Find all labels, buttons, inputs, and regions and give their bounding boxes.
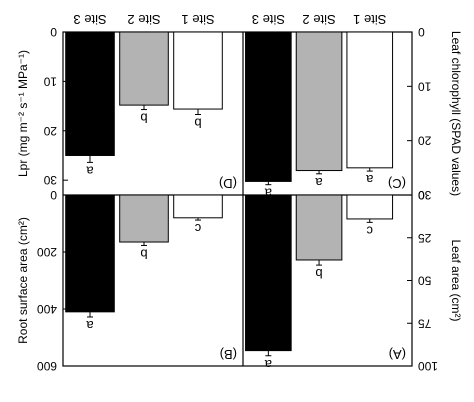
significance-letter: b	[140, 246, 147, 261]
significance-letter: a	[264, 357, 272, 372]
bar-2	[295, 194, 343, 261]
panel-b: (B) 0 200 400 600 Root surface area (cm²) c b a	[16, 188, 237, 373]
panel-label: (C)	[388, 176, 406, 191]
y-axis-label: Root surface area (cm²)	[16, 217, 30, 344]
y-tick-label: 30	[418, 188, 432, 202]
bar-1	[173, 194, 223, 219]
panel-label: (B)	[220, 347, 237, 362]
y-tick-label: 75	[418, 316, 432, 330]
bar-1	[173, 31, 223, 110]
significance-letter: b	[140, 111, 147, 126]
y-axis-label: Leaf area (cm²)	[449, 239, 463, 321]
bar-3	[65, 31, 115, 156]
y-axis-label: Lpr (mg m⁻² s⁻¹ MPa⁻¹)	[16, 50, 30, 177]
category-label: Site 1	[181, 12, 214, 27]
significance-letter: a	[264, 186, 272, 201]
y-tick-label: 50	[418, 274, 432, 288]
panel-d: (D) 0 10 20 30 Lpr (mg m⁻² s⁻¹ MPa⁻¹) b b a Site …	[16, 12, 237, 191]
significance-letter: a	[86, 318, 94, 333]
y-tick-label: 0	[50, 25, 57, 39]
y-tick-label: 30	[43, 173, 57, 187]
significance-letter: a	[86, 163, 94, 178]
category-label: Site 2	[302, 12, 335, 27]
y-tick-label: 25	[418, 231, 432, 245]
bar-3	[245, 31, 292, 182]
figure-border	[62, 31, 413, 367]
significance-letter: c	[366, 223, 373, 238]
bar-2	[119, 194, 169, 243]
bar-3	[245, 194, 292, 352]
bar-3	[65, 194, 115, 313]
bar-1	[346, 194, 394, 220]
category-label: Site 3	[252, 12, 285, 27]
y-tick-label: 400	[37, 302, 57, 316]
significance-letter: b	[315, 266, 322, 281]
y-tick-label: 0	[418, 25, 425, 39]
panel-label: (D)	[219, 176, 237, 191]
category-label: Site 1	[353, 12, 386, 27]
y-tick-label: 10	[418, 79, 432, 93]
y-tick-label: 20	[43, 124, 57, 138]
y-tick-label: 100	[418, 359, 438, 373]
y-tick-label: 0	[50, 188, 57, 202]
significance-letter: a	[365, 172, 373, 187]
bar-2	[295, 31, 343, 172]
y-tick-label: 20	[418, 134, 432, 148]
category-label: Site 3	[73, 12, 106, 27]
category-label: Site 2	[127, 12, 160, 27]
significance-letter: a	[315, 175, 323, 190]
y-tick-label: 10	[43, 74, 57, 88]
significance-letter: b	[194, 115, 201, 130]
panel-c: (C) 0 10 20 30 Leaf chlorophyll (SPAD values)…	[245, 12, 463, 202]
panel-a: (A) 0 25 50 75 100 Leaf area (cm²) c b a	[245, 188, 463, 373]
bar-1	[346, 31, 394, 169]
y-axis-label: Leaf chlorophyll (SPAD values)	[449, 31, 463, 196]
y-tick-label: 0	[418, 188, 425, 202]
y-tick-label: 200	[37, 245, 57, 259]
bar-2	[119, 31, 169, 106]
panel-label: (A)	[389, 347, 406, 362]
significance-letter: c	[194, 221, 201, 236]
y-tick-label: 600	[37, 359, 57, 373]
